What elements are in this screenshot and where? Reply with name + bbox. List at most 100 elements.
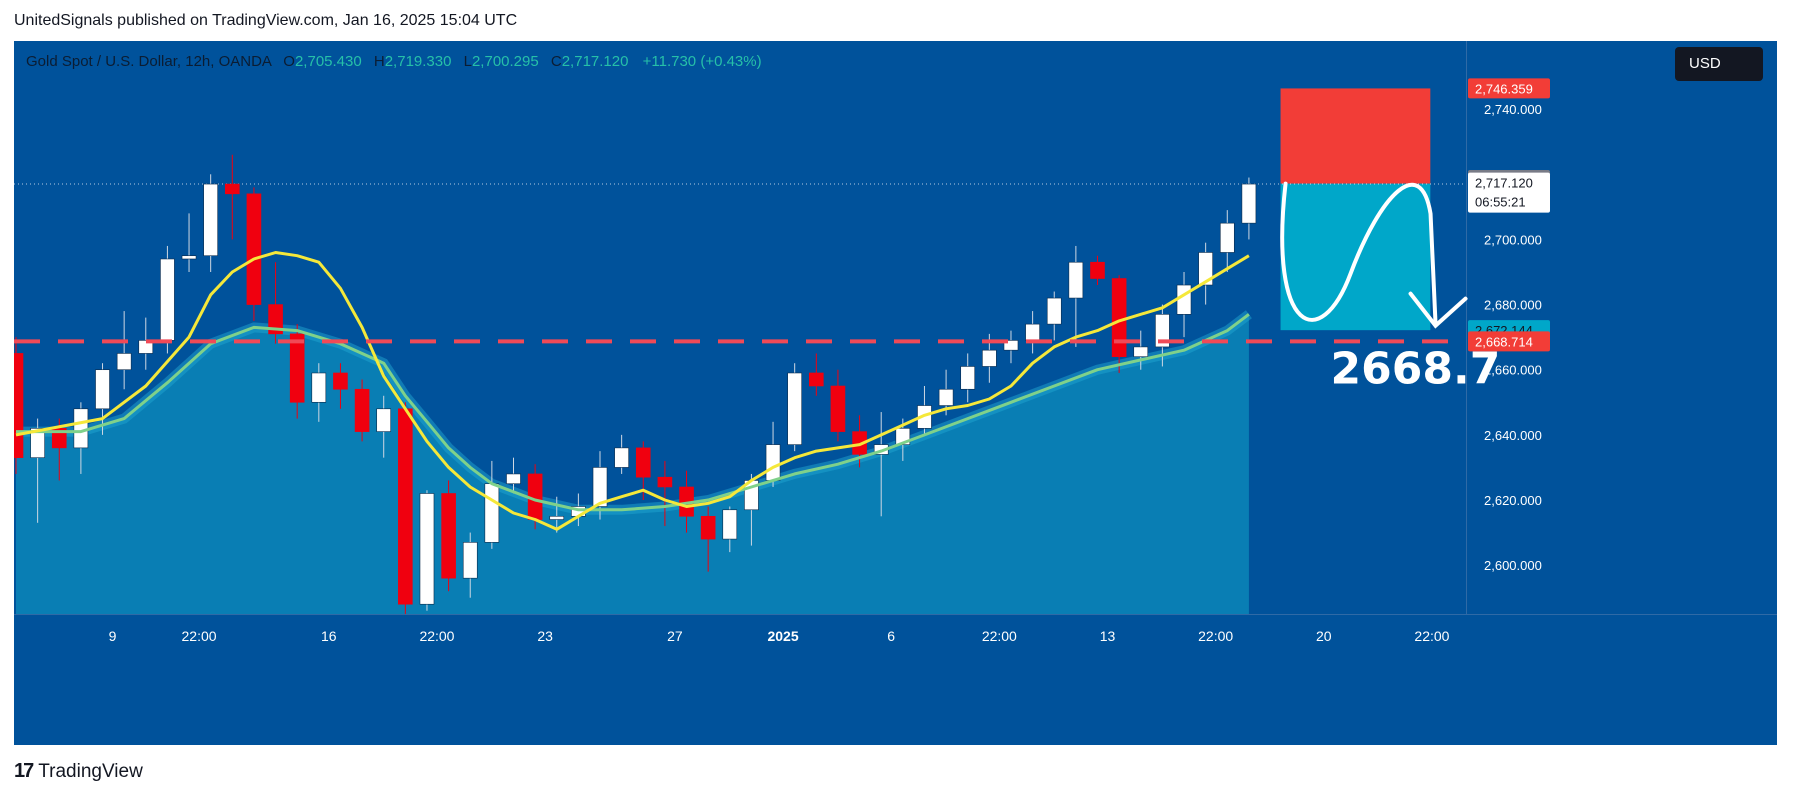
x-tick-label: 23 <box>537 628 553 644</box>
x-tick-label: 22:00 <box>182 628 217 644</box>
candle-body <box>268 304 283 335</box>
candle-body <box>181 255 197 260</box>
candle-body <box>14 353 24 458</box>
candle-up[interactable] <box>549 496 565 533</box>
bar-countdown: 06:55:21 <box>1475 195 1526 210</box>
candle-body <box>376 408 392 432</box>
candle-up[interactable] <box>1025 311 1040 354</box>
x-tick-label: 20 <box>1316 628 1332 644</box>
candle-down[interactable] <box>1111 275 1127 373</box>
ma-fast-line[interactable] <box>15 251 1250 531</box>
symbol-name: Gold Spot / U.S. Dollar, 12h, OANDA <box>26 53 272 70</box>
price-chart[interactable]: 2,600.000 2,620.000 2,640.000 2,660.000 2,68… <box>14 41 1777 745</box>
candle-up[interactable] <box>787 363 802 452</box>
candle-body <box>1176 284 1192 315</box>
candle-up[interactable] <box>1046 291 1062 341</box>
candle-body <box>95 369 110 410</box>
candle-down[interactable] <box>51 418 67 481</box>
publish-caption: UnitedSignals published on TradingView.c… <box>14 12 518 29</box>
candle-up[interactable] <box>1068 245 1084 347</box>
candle-body <box>289 333 305 403</box>
candle-body <box>1090 261 1105 279</box>
candle-down[interactable] <box>1090 255 1105 286</box>
y-tick-label: 2,680.000 <box>1484 298 1542 313</box>
price-tag-last[interactable]: 2,717.120 06:55:21 <box>1468 172 1550 213</box>
candle-up[interactable] <box>1198 242 1213 305</box>
candle-down[interactable] <box>225 154 240 240</box>
candle-body <box>787 372 802 445</box>
symbol-legend[interactable]: Gold Spot / U.S. Dollar, 12h, OANDA O2,7… <box>26 53 762 70</box>
ma-slow-line[interactable] <box>16 313 1250 512</box>
candle-up[interactable] <box>462 532 478 598</box>
candle-down[interactable] <box>830 369 846 442</box>
candle-up[interactable] <box>181 213 197 272</box>
candle-up[interactable] <box>614 434 629 474</box>
y-tick-label: 2,640.000 <box>1484 428 1542 443</box>
candle-up[interactable] <box>160 245 175 354</box>
candle-down[interactable] <box>354 379 370 442</box>
candle-down[interactable] <box>333 363 348 409</box>
candle-up[interactable] <box>311 363 327 422</box>
candle-up[interactable] <box>1176 272 1192 338</box>
candle-up[interactable] <box>722 506 738 553</box>
candle-up[interactable] <box>1219 210 1235 272</box>
y-tick-label: 2,600.000 <box>1484 558 1542 573</box>
x-tick-label: 22:00 <box>982 628 1017 644</box>
candle-body <box>1068 261 1084 299</box>
candle-up[interactable] <box>203 174 218 272</box>
candle-body <box>246 193 262 305</box>
candle-body <box>30 428 45 458</box>
candle-down[interactable] <box>809 353 824 396</box>
candle-body <box>354 388 370 432</box>
candle-body <box>462 542 478 579</box>
candle-up[interactable] <box>138 317 154 370</box>
candle-up[interactable] <box>960 353 976 403</box>
candle-down[interactable] <box>246 187 262 321</box>
candle-down[interactable] <box>441 480 456 592</box>
stop-loss-zone[interactable] <box>1280 88 1431 184</box>
y-tick-label: 2,700.000 <box>1484 232 1542 247</box>
candle-up[interactable] <box>917 386 932 435</box>
candle-down[interactable] <box>657 460 673 527</box>
candle-up[interactable] <box>116 311 132 390</box>
candle-down[interactable] <box>14 337 24 474</box>
candle-down[interactable] <box>268 262 283 344</box>
candle-up[interactable] <box>506 457 521 494</box>
chart-frame[interactable]: 2,600.000 2,620.000 2,640.000 2,660.000 2,68… <box>14 41 1777 745</box>
x-tick-label: 9 <box>109 628 117 644</box>
candle-up[interactable] <box>30 418 45 523</box>
forecast-curve[interactable] <box>1280 181 1438 326</box>
low-label: L <box>463 53 472 70</box>
candle-body <box>419 493 435 605</box>
candle-body <box>138 340 154 354</box>
candle-body <box>1133 346 1149 357</box>
x-axis-border <box>14 614 1777 615</box>
candle-body <box>51 428 67 449</box>
candle-up[interactable] <box>592 451 608 520</box>
high-value: 2,719.330 <box>384 53 452 70</box>
price-tag-bg <box>1468 78 1550 99</box>
x-tick-label: 6 <box>887 628 895 644</box>
candle-up[interactable] <box>765 421 781 487</box>
candle-body <box>333 372 348 390</box>
candle-up[interactable] <box>95 363 110 435</box>
candle-up[interactable] <box>1241 177 1257 240</box>
candle-up[interactable] <box>1133 330 1149 370</box>
price-tag-stop[interactable]: 2,746.359 <box>1468 78 1550 99</box>
y-tick-label: 2,660.000 <box>1484 363 1542 378</box>
price-tag-level[interactable]: 2,668.714 <box>1468 331 1550 352</box>
candle-up[interactable] <box>938 369 954 416</box>
candle-body <box>506 473 521 485</box>
y-axis-border <box>1466 41 1467 614</box>
tradingview-logo-icon[interactable]: 17 <box>14 760 34 782</box>
candle-down[interactable] <box>700 506 716 572</box>
candle-body <box>982 349 997 367</box>
candle-body <box>225 183 240 195</box>
open-value: 2,705.430 <box>294 53 362 70</box>
candle-up[interactable] <box>419 490 435 611</box>
currency-button[interactable]: USD <box>1675 47 1763 81</box>
candle-down[interactable] <box>398 402 413 614</box>
candle-up[interactable] <box>1003 330 1019 364</box>
candle-up[interactable] <box>376 395 392 458</box>
candle-body <box>635 447 651 478</box>
